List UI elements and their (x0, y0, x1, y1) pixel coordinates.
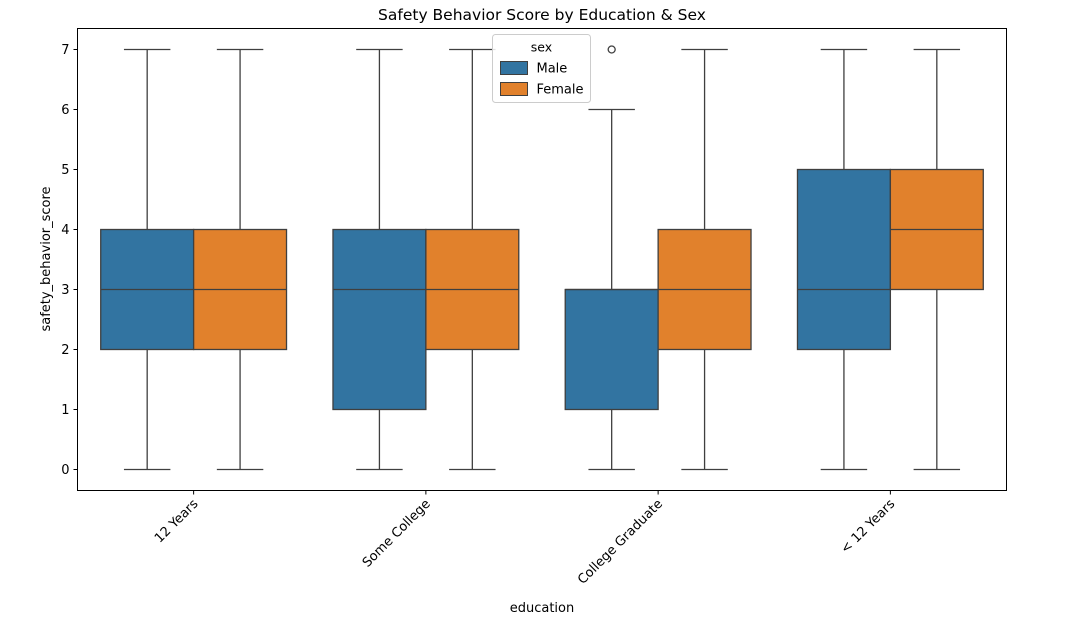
y-tick-label: 7 (61, 43, 69, 58)
box-male-4 (796, 48, 892, 471)
plot-frame (77, 28, 1007, 491)
y-axis: 0 1 2 3 4 5 6 7 (61, 43, 78, 478)
y-tick-label: 1 (61, 403, 69, 418)
x-axis: 12 Years Some College College Graduate < 12… (152, 490, 898, 588)
outlier-point (607, 45, 616, 54)
box-female-4 (889, 48, 984, 471)
chart-title: Safety Behavior Score by Education & Sex (378, 6, 706, 24)
y-tick-label: 3 (61, 283, 69, 298)
y-tick-label: 5 (61, 163, 69, 178)
y-axis-label: safety_behavior_score (39, 186, 54, 331)
y-tick-label: 6 (61, 103, 69, 118)
y-tick-label: 2 (61, 343, 69, 358)
x-axis-label: education (510, 601, 575, 616)
legend: sex Male Female (492, 34, 591, 103)
x-tick-label: Some College (360, 497, 434, 571)
x-tick-label: 12 Years (152, 497, 202, 547)
x-tick-label: College Graduate (575, 497, 666, 588)
iqr-box (796, 168, 892, 351)
box-male-1 (100, 48, 195, 471)
box-male-3 (564, 45, 659, 471)
x-tick-label: < 12 Years (838, 497, 898, 557)
y-tick-label: 0 (61, 463, 69, 478)
box-female-1 (192, 48, 288, 471)
legend-title: sex (531, 40, 552, 55)
legend-label-male: Male (537, 62, 568, 77)
box-female-3 (657, 48, 752, 471)
iqr-box (332, 228, 427, 411)
legend-label-female: Female (537, 83, 584, 98)
box-male-2 (332, 48, 427, 471)
y-tick-label: 4 (61, 223, 69, 238)
legend-swatch-male (500, 61, 528, 75)
box-female-2 (425, 48, 520, 471)
iqr-box (564, 288, 659, 411)
plot-area (100, 45, 984, 471)
legend-swatch-female (500, 82, 528, 96)
